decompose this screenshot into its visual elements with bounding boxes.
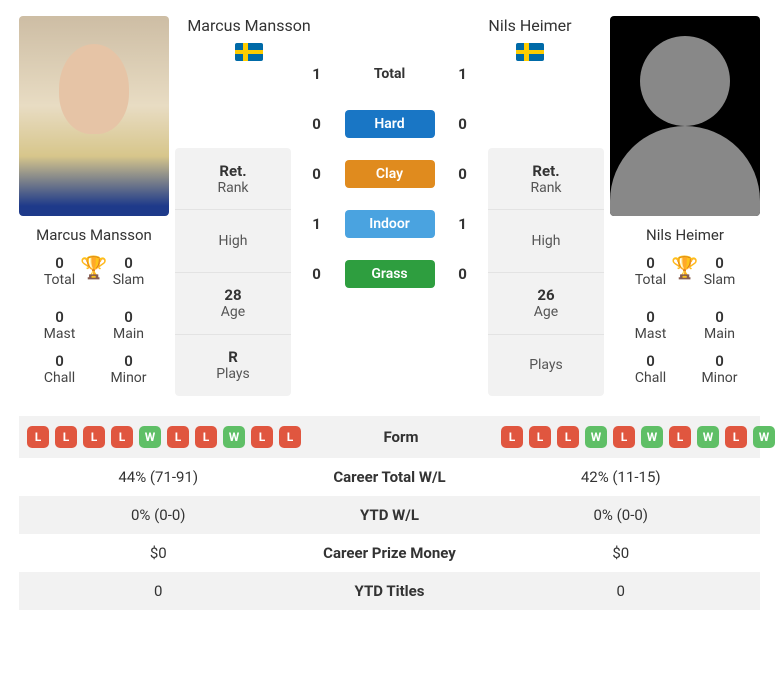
p1-prize: $0 [27,544,290,562]
form-chip[interactable]: L [27,426,49,448]
form-chip[interactable]: L [279,426,301,448]
sweden-flag-icon [516,43,544,61]
player1-name-caption: Marcus Mansson [19,216,169,254]
p1-titles-chall: 0 [25,352,94,370]
sweden-flag-icon [235,43,263,61]
form-chip[interactable]: L [195,426,217,448]
player1-titles: 0Total 0Slam 🏆 0Mast 0Main 0Chall 0Minor [19,254,169,396]
h2h-total-label: Total [345,60,435,88]
row-label-form: Form [301,428,501,446]
h2h-hard-label[interactable]: Hard [345,110,435,138]
p1-titles-slam: 0 [94,254,163,272]
form-chip[interactable]: L [501,426,523,448]
p2-titles-minor: 0 [685,352,754,370]
row-label-career-wl: Career Total W/L [290,468,490,486]
p2-age: 26 [537,286,554,304]
form-chip[interactable]: L [167,426,189,448]
p1-rank: Ret. [219,162,246,180]
p1-titles-main: 0 [94,308,163,326]
p2-titles-slam: 0 [685,254,754,272]
player2-titles: 0Total 0Slam 🏆 0Mast 0Main 0Chall 0Minor [610,254,760,396]
h2h-clay-label[interactable]: Clay [345,160,435,188]
form-chip[interactable]: L [83,426,105,448]
p1-plays: R [228,348,238,366]
row-label-ytd-titles: YTD Titles [290,582,490,600]
comparison-table: LLLLWLLWLL Form LLLWLWLWLW 44% (71-91) C… [19,416,760,610]
h2h-grass-p1: 0 [307,265,327,283]
p2-ytd-wl: 0% (0-0) [490,506,753,524]
form-chip[interactable]: L [557,426,579,448]
form-chip[interactable]: W [585,426,607,448]
form-chip[interactable]: W [753,426,775,448]
form-chip[interactable]: W [641,426,663,448]
p1-ytd-titles: 0 [27,582,290,600]
player1-header: Marcus Mansson [184,16,314,65]
form-chip[interactable]: L [725,426,747,448]
form-chip[interactable]: L [613,426,635,448]
p2-prize: $0 [490,544,753,562]
p2-titles-chall: 0 [616,352,685,370]
p2-form: LLLWLWLWLW [501,426,775,448]
head-to-head: 1 Total 1 0 Hard 0 0 Clay 0 1 Indoor 1 0 [305,16,475,396]
p2-titles-total: 0 [616,254,685,272]
p2-career-wl: 42% (11-15) [490,468,753,486]
form-chip[interactable]: W [223,426,245,448]
p2-ytd-titles: 0 [490,582,753,600]
h2h-hard-p1: 0 [307,115,327,133]
player2-stats: Ret.Rank High 26Age Plays [488,148,604,396]
p2-rank: Ret. [532,162,559,180]
player1-stats: Ret.Rank High 28Age RPlays [175,148,291,396]
player2-photo[interactable] [610,16,760,216]
p1-titles-mast: 0 [25,308,94,326]
p2-titles-mast: 0 [616,308,685,326]
form-chip[interactable]: W [139,426,161,448]
player1-name: Marcus Mansson [184,16,314,35]
h2h-total-p2: 1 [453,65,473,83]
h2h-total-p1: 1 [307,65,327,83]
p1-form: LLLLWLLWLL [27,426,301,448]
h2h-hard-p2: 0 [453,115,473,133]
form-chip[interactable]: W [697,426,719,448]
row-label-ytd-wl: YTD W/L [290,506,490,524]
h2h-clay-p1: 0 [307,165,327,183]
player1-photo[interactable] [19,16,169,216]
p2-titles-main: 0 [685,308,754,326]
form-chip[interactable]: L [669,426,691,448]
form-chip[interactable]: L [111,426,133,448]
h2h-indoor-p1: 1 [307,215,327,233]
h2h-grass-label[interactable]: Grass [345,260,435,288]
form-chip[interactable]: L [55,426,77,448]
h2h-indoor-label[interactable]: Indoor [345,210,435,238]
p1-age: 28 [224,286,241,304]
player2-header: Nils Heimer [465,16,595,65]
p1-career-wl: 44% (71-91) [27,468,290,486]
p1-titles-minor: 0 [94,352,163,370]
h2h-grass-p2: 0 [453,265,473,283]
p1-ytd-wl: 0% (0-0) [27,506,290,524]
row-label-prize: Career Prize Money [290,544,490,562]
form-chip[interactable]: L [529,426,551,448]
h2h-clay-p2: 0 [453,165,473,183]
form-chip[interactable]: L [251,426,273,448]
h2h-indoor-p2: 1 [453,215,473,233]
p1-titles-total: 0 [25,254,94,272]
player2-name: Nils Heimer [465,16,595,35]
player2-name-caption: Nils Heimer [610,216,760,254]
